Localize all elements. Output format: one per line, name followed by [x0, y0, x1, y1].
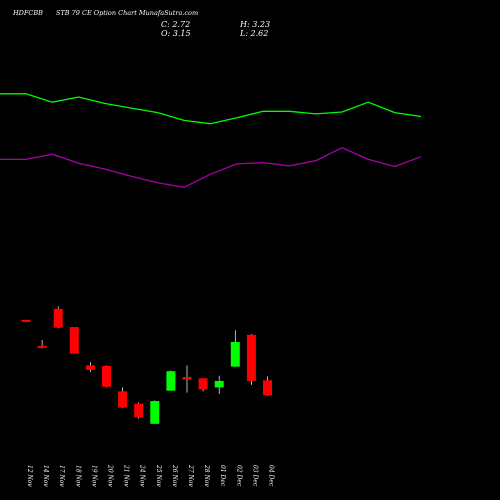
candle [37, 340, 47, 349]
candle-body-up [230, 341, 240, 367]
candles-group [21, 306, 272, 424]
x-tick-label: 18 Nov [74, 465, 81, 487]
x-tick-label: 26 Nov [171, 464, 178, 487]
x-tick-label: 20 Nov [107, 464, 114, 487]
candle [85, 362, 95, 372]
candle [53, 306, 63, 329]
lower-indicator-line [0, 146, 422, 188]
candle [263, 376, 272, 396]
candle-body-down [102, 365, 111, 387]
x-tick-label: 17 Nov [58, 465, 65, 487]
candle-body-down [246, 334, 256, 381]
candle [198, 378, 208, 392]
x-tick-label: 04 Dec [268, 465, 275, 487]
x-tick-label: 01 Dec [219, 465, 226, 487]
x-tick-label: 02 Dec [235, 465, 242, 487]
open-value: O: 3.15 [161, 29, 191, 38]
candle-body-up [214, 380, 224, 388]
low-value: L: 2.62 [239, 29, 268, 38]
x-tick-label: 28 Nov [203, 464, 210, 487]
symbol-label: HDFCBB [12, 9, 43, 17]
candle-body-up [150, 401, 160, 424]
x-tick-label: 12 Nov [26, 465, 33, 487]
candle-body-down [21, 319, 31, 322]
candle [150, 400, 160, 424]
x-tick-label: 24 Nov [139, 464, 146, 487]
candle [21, 319, 31, 322]
candle-body-down [53, 308, 63, 328]
candle [69, 327, 79, 354]
candle [118, 387, 128, 409]
x-tick-label: 03 Dec [251, 465, 258, 487]
close-value: C: 2.72 [161, 20, 190, 29]
candle-body-down [118, 391, 128, 408]
x-tick-label: 21 Nov [123, 464, 130, 487]
x-tick-label: 25 Nov [155, 464, 162, 487]
chart-subtitle: STB 79 CE Option Chart MunafaSutra.com [56, 9, 198, 17]
candle-body-down [134, 403, 144, 418]
candle [182, 365, 192, 393]
candle-body-down [85, 365, 95, 370]
candle-body-down [198, 378, 208, 390]
candle-body-down [263, 380, 272, 396]
candle [246, 334, 256, 385]
candle-body-up [166, 371, 176, 391]
indicator-lines [0, 93, 422, 188]
candle [166, 370, 176, 391]
x-axis-ticks: 12 Nov 14 Nov 17 Nov 18 Nov 19 Nov 20 Nov 21 N… [26, 464, 275, 487]
candle [214, 375, 224, 394]
x-tick-label: 27 Nov [187, 464, 194, 487]
high-value: H: 3.23 [239, 20, 270, 29]
candle [134, 402, 144, 419]
candle [230, 330, 240, 367]
x-tick-label: 14 Nov [42, 465, 49, 487]
x-tick-label: 19 Nov [90, 465, 97, 487]
candle [102, 365, 111, 388]
candle-body-down [69, 327, 79, 354]
candle-body-down [182, 377, 192, 380]
upper-indicator-line [0, 93, 422, 125]
candle-body-down [37, 345, 47, 348]
